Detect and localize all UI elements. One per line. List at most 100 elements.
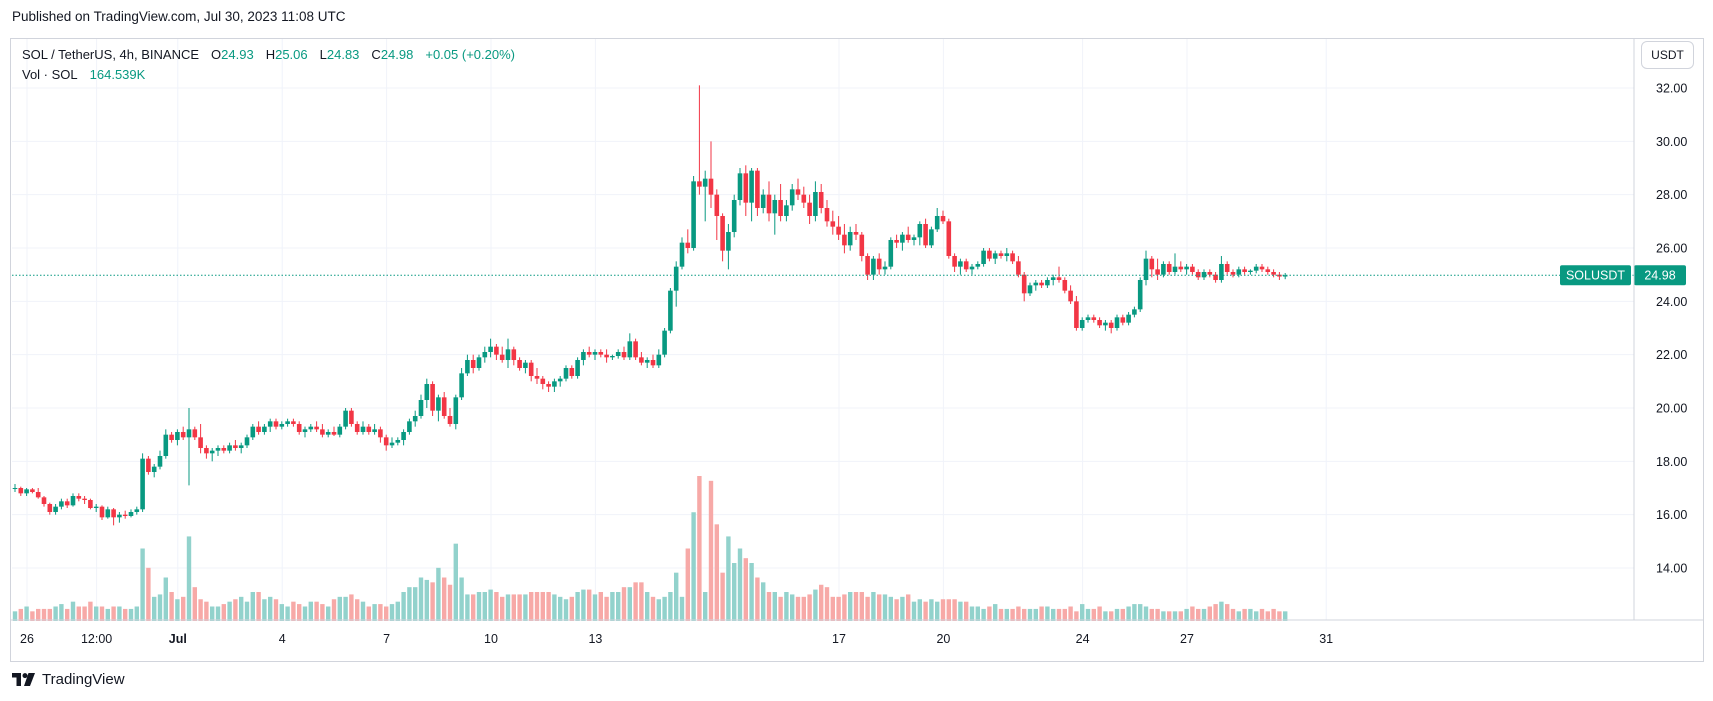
candle-body (1062, 280, 1068, 291)
volume-bar (343, 596, 348, 621)
currency-unit-button[interactable]: USDT (1641, 41, 1694, 69)
volume-bar (65, 608, 70, 621)
candle (644, 357, 650, 368)
last-price-line: SOLUSDT 24.98 (12, 265, 1686, 286)
candle-body (563, 368, 569, 379)
volume-bar (546, 592, 551, 621)
legend-symbol[interactable]: SOL / TetherUS, 4h, BINANCE (22, 47, 200, 62)
candle-body (760, 194, 766, 208)
candle-body (412, 416, 418, 422)
candle (383, 434, 389, 451)
volume-bar (227, 601, 232, 621)
candle (1079, 317, 1085, 331)
published-caption: Published on TradingView.com, Jul 30, 20… (12, 9, 346, 24)
candle (934, 208, 940, 232)
candle (354, 421, 360, 435)
volume-bar (1248, 608, 1253, 621)
candle (998, 250, 1004, 259)
candle-body (291, 421, 296, 424)
candle-body (685, 242, 691, 248)
candle (12, 484, 18, 492)
volume-bar (685, 548, 690, 621)
candle (1114, 314, 1120, 331)
volume-bar (569, 596, 574, 621)
candle-body (726, 232, 731, 251)
candle (401, 429, 406, 446)
volume-bar (285, 606, 290, 621)
volume-bar (268, 596, 273, 621)
volume-bar (1207, 606, 1212, 621)
volume-legend-label[interactable]: Vol · SOL (22, 67, 78, 82)
candle-body (470, 360, 476, 368)
candle-body (325, 432, 331, 435)
candle-body (134, 509, 140, 512)
tradingview-brand[interactable]: TradingView (12, 671, 125, 688)
candle (175, 429, 180, 446)
candle (789, 184, 795, 211)
candle (389, 437, 395, 448)
candle (1149, 256, 1155, 278)
candle-body (1074, 301, 1079, 328)
volume-bar (140, 548, 145, 621)
volume-bar (41, 608, 47, 621)
candle-body (836, 226, 841, 235)
candle-body (349, 410, 354, 424)
candle (221, 445, 227, 454)
volume-bar (668, 592, 673, 621)
candle-body (859, 234, 865, 256)
candle (1178, 261, 1184, 272)
volume-bar (331, 599, 337, 621)
volume-bar (447, 584, 453, 621)
volume-bar (824, 587, 830, 621)
candle-body (958, 261, 963, 267)
candle (238, 442, 244, 454)
candle-body (946, 221, 952, 256)
candle-body (285, 421, 290, 424)
volume-bar (1184, 608, 1189, 621)
time-tick-label: 20 (936, 632, 950, 646)
time-tick-label: 4 (279, 632, 286, 646)
candle-body (795, 189, 801, 195)
candle-body (366, 426, 372, 432)
candle-body (1039, 282, 1044, 286)
candle (360, 421, 366, 435)
candle-body (894, 240, 899, 243)
time-tick-label: 31 (1319, 632, 1333, 646)
candle (755, 168, 760, 216)
volume-bar (969, 606, 975, 621)
candle (633, 338, 638, 360)
candle (569, 365, 575, 379)
candle (882, 261, 888, 275)
price-axis[interactable]: 14.00 16.00 18.00 20.00 22.00 24.00 26.00 28.00… (1633, 39, 1687, 620)
time-axis[interactable]: 26 12:00 Jul 4 7 10 13 17 20 24 27 31 (10, 619, 1704, 646)
time-tick-label: 13 (588, 632, 602, 646)
candle-body (279, 424, 285, 427)
candle (279, 421, 285, 430)
volume-bar (239, 596, 244, 621)
volume-bar (1004, 608, 1009, 621)
volume-bar (1225, 604, 1230, 621)
price-tick-label: 32.00 (1656, 82, 1687, 96)
candle-body (53, 506, 58, 512)
candle (691, 176, 696, 251)
candle-body (604, 354, 609, 358)
volume-bar (389, 604, 395, 621)
volume-bar (581, 589, 586, 621)
candle-body (720, 216, 725, 251)
candle-body (1114, 317, 1120, 328)
candle (412, 410, 418, 427)
candle-body (389, 442, 395, 446)
volume-bar (633, 582, 638, 621)
volume-bar (807, 594, 812, 621)
volume-bar (53, 606, 58, 621)
volume-bar (778, 596, 783, 621)
volume-bar (163, 577, 168, 621)
symbol-tag-label: SOLUSDT (1566, 269, 1625, 283)
candle-body (772, 200, 778, 214)
candle (1253, 264, 1259, 274)
volume-bar (598, 592, 603, 621)
candle-body (12, 488, 18, 489)
candle (697, 85, 702, 195)
last-price-tag[interactable]: SOLUSDT 24.98 (1560, 265, 1686, 286)
